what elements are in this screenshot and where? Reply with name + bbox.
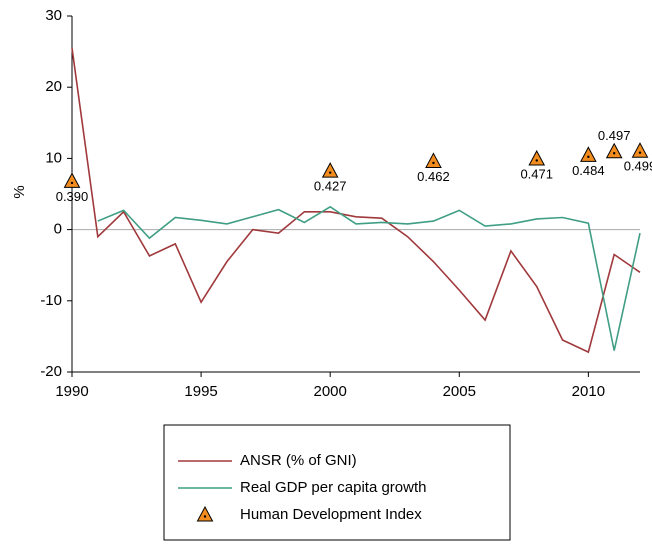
data-label: 0.499 [624, 159, 652, 174]
hdi-marker [580, 146, 597, 162]
data-label: 0.484 [572, 163, 605, 178]
hdi-marker [321, 162, 339, 178]
data-label: 0.427 [314, 179, 347, 194]
y-tick-label: 20 [45, 78, 62, 95]
hdi-marker-dot [70, 181, 74, 185]
hdi-marker [63, 172, 81, 188]
y-tick-label: -20 [40, 363, 62, 380]
y-tick-label: 10 [45, 149, 62, 166]
series-line [71, 47, 641, 354]
hdi-marker [605, 142, 623, 159]
legend-swatch-dot [203, 515, 207, 518]
hdi-marker [631, 142, 649, 158]
data-label: 0.497 [598, 128, 631, 143]
data-label: 0.462 [417, 169, 450, 184]
hdi-marker-dot [587, 155, 590, 159]
x-tick-label: 1995 [184, 383, 217, 400]
hdi-marker-dot [432, 161, 435, 165]
legend-label: ANSR (% of GNI) [240, 452, 357, 469]
hdi-marker [425, 152, 442, 168]
hdi-marker [528, 149, 546, 166]
hdi-marker-dot [328, 171, 332, 174]
y-tick-label: 0 [54, 221, 62, 238]
y-tick-label: 30 [45, 7, 62, 24]
legend-label: Human Development Index [240, 506, 422, 523]
x-tick-label: 2005 [443, 383, 476, 400]
legend-label: Real GDP per capita growth [240, 479, 426, 496]
legend-box [163, 424, 511, 541]
data-label: 0.390 [56, 189, 89, 204]
y-axis-label: % [11, 185, 28, 198]
x-tick-label: 2010 [572, 383, 605, 400]
hdi-marker-dot [638, 151, 642, 154]
hdi-marker-dot [612, 152, 616, 155]
data-label: 0.471 [520, 166, 553, 181]
legend-swatch [196, 505, 214, 522]
hdi-marker-dot [535, 159, 538, 162]
x-tick-label: 1990 [55, 383, 88, 400]
series-line [97, 205, 641, 351]
x-tick-label: 2000 [313, 383, 346, 400]
y-tick-label: -10 [40, 292, 62, 309]
